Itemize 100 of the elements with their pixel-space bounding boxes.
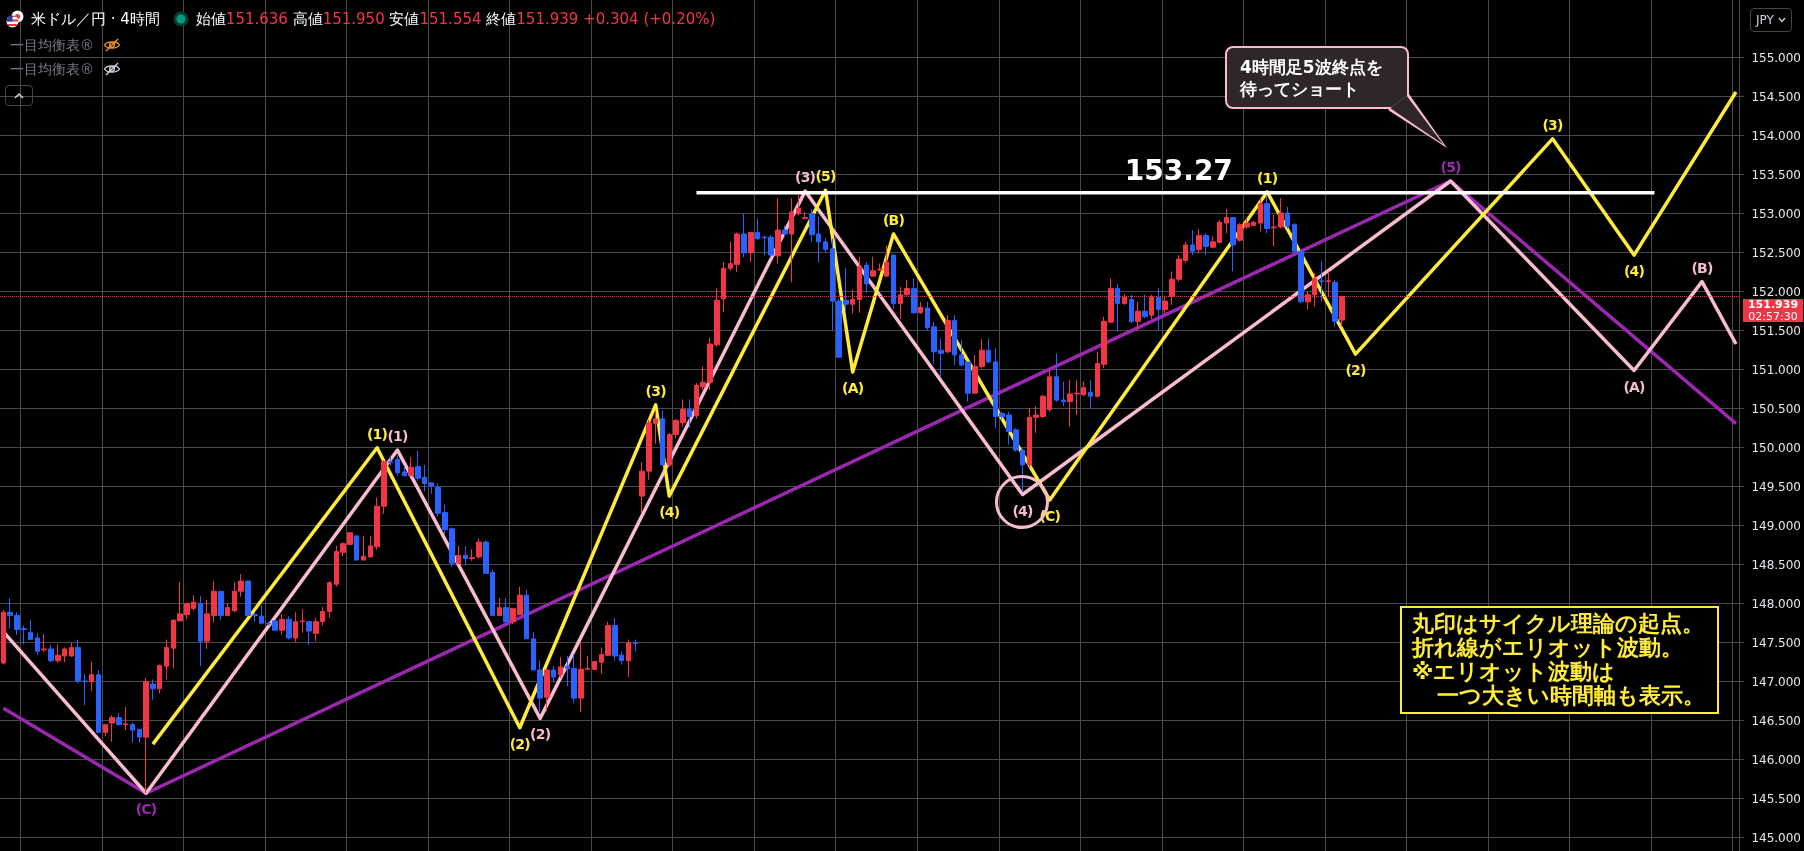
candlestick [306, 621, 312, 646]
candlestick [395, 455, 400, 477]
y-tick-label: 145.500 [1751, 791, 1801, 806]
candlestick [1319, 260, 1324, 303]
candlestick [633, 639, 638, 652]
y-tick-label: 152.500 [1751, 245, 1801, 260]
candlestick [503, 597, 509, 627]
annotation: (3) [645, 382, 666, 399]
candlestick [123, 706, 128, 731]
y-tick-label: 147.000 [1751, 674, 1801, 689]
annotation: (5) [815, 168, 836, 185]
candlestick [789, 197, 794, 283]
candlestick [463, 545, 468, 567]
annotation: (A) [842, 380, 864, 397]
candlestick [1135, 301, 1141, 331]
annotation: (2) [530, 726, 551, 743]
candlestick [150, 678, 156, 701]
y-tick-label: 153.500 [1751, 167, 1801, 182]
candlestick [130, 721, 135, 744]
annotation: (2) [509, 735, 530, 752]
candlestick [864, 261, 869, 294]
candlestick [1088, 379, 1093, 409]
candlestick [286, 615, 292, 641]
candlestick [35, 632, 40, 656]
annotation: 4時間足5波終点を待ってショート [1240, 56, 1384, 100]
candlestick [456, 545, 461, 565]
annotation: 一目均衡表® [10, 36, 94, 54]
candlestick [327, 580, 332, 619]
y-tick-label: 149.000 [1751, 518, 1801, 533]
candlestick [1142, 294, 1148, 319]
candlestick [544, 667, 550, 712]
annotation: (B) [1691, 259, 1713, 276]
y-tick-label: 154.500 [1751, 89, 1801, 104]
y-tick-label: 151.500 [1751, 323, 1801, 338]
candlestick [361, 535, 366, 561]
y-tick-label: 147.500 [1751, 635, 1801, 650]
text: 02:57:30 [1747, 309, 1799, 323]
candlestick [891, 254, 896, 310]
candlestick [551, 665, 556, 684]
candlestick [429, 482, 434, 495]
candlestick [293, 611, 298, 643]
annotation: 一目均衡表® [10, 60, 94, 78]
candlestick [524, 589, 529, 640]
y-tick-label: 145.000 [1751, 830, 1801, 845]
annotation: (2) [1345, 362, 1366, 379]
candlestick [28, 619, 33, 641]
candlestick [157, 664, 162, 694]
y-tick-label: 153.000 [1751, 206, 1801, 221]
candlestick [96, 669, 101, 733]
candlestick [755, 217, 760, 241]
y-tick-label: 148.500 [1751, 557, 1801, 572]
annotation: (1) [1257, 169, 1278, 186]
ref-line-label: 151.939 [1746, 298, 1800, 312]
annotation: (A) [1623, 378, 1645, 395]
candlestick [945, 314, 951, 354]
candlestick [918, 301, 923, 315]
candlestick [225, 603, 230, 616]
candlestick [741, 213, 747, 258]
annotation: (4) [1623, 263, 1645, 280]
candlestick [1156, 287, 1161, 331]
y-tick-label: 155.000 [1751, 50, 1801, 65]
candlestick [48, 644, 54, 663]
annotation: (5) [1440, 158, 1461, 175]
y-tick-label: 152.000 [1751, 284, 1801, 299]
candlestick [1285, 206, 1290, 230]
candlestick [626, 639, 631, 678]
candlestick [911, 277, 917, 315]
y-tick-label: 150.000 [1751, 440, 1801, 455]
candlestick [1, 609, 6, 666]
text: 始値151.636 高値151.950 安値151.554 終値151.939 +0.304 (+0.20%) [195, 10, 716, 28]
candlestick [1061, 380, 1066, 407]
candlestick [388, 456, 393, 467]
y-tick-label: 154.000 [1751, 128, 1801, 143]
candlestick [660, 409, 665, 466]
annotation: (1) [367, 425, 388, 442]
y-tick-label: 151.000 [1751, 362, 1801, 377]
candlestick [1332, 279, 1338, 328]
candlestick [497, 597, 502, 616]
candlestick [143, 677, 149, 794]
candlestick [402, 465, 407, 477]
y-tick-label: 146.000 [1751, 752, 1801, 767]
candlestick [1258, 197, 1263, 233]
annotation: (3) [1542, 116, 1563, 133]
candlestick [1203, 232, 1209, 256]
y-tick-label: 150.500 [1751, 401, 1801, 416]
candlestick [1196, 228, 1202, 255]
y-axis-title: JPY [1756, 13, 1774, 27]
y-tick-label: 149.500 [1751, 479, 1801, 494]
candlestick [986, 338, 991, 364]
candlestick [1190, 229, 1195, 256]
annotation: (3) [795, 169, 816, 186]
annotation: ※エリオット波動は [1412, 659, 1617, 684]
y-tick-label: 148.000 [1751, 596, 1801, 611]
annotation: (C) [135, 801, 157, 818]
y-tick-label: 146.500 [1751, 713, 1801, 728]
annotation: 折れ線がエリオット波動。 [1412, 635, 1684, 660]
annotation: (1) [387, 428, 408, 445]
candlestick [802, 211, 808, 219]
annotation: (4) [659, 504, 680, 521]
candlestick [1054, 352, 1059, 403]
